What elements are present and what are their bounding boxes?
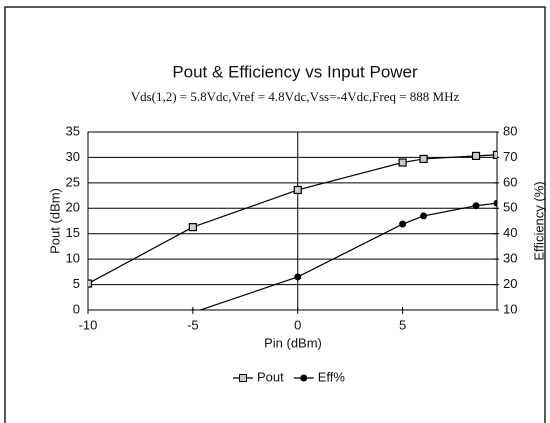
y-tick-label: 25 xyxy=(66,174,80,189)
x-tick-label: 0 xyxy=(294,317,301,332)
point xyxy=(88,279,93,288)
chart-title: Pout & Efficiency vs Input Power xyxy=(172,62,418,81)
legend-marker xyxy=(239,374,247,382)
y-tick-label: 30 xyxy=(66,149,80,164)
y2-tick-label: 40 xyxy=(503,225,517,240)
y2-axis-label: Efficiency (%) xyxy=(531,181,546,260)
point xyxy=(419,154,428,164)
y2-tick-label: 20 xyxy=(503,276,517,291)
point xyxy=(294,273,302,281)
y-tick-label: 10 xyxy=(66,251,80,266)
point xyxy=(471,151,481,161)
x-tick-label: -5 xyxy=(187,317,199,332)
plot-layer xyxy=(88,150,497,310)
x-tick-label: 5 xyxy=(399,317,406,332)
y2-tick-label: 60 xyxy=(503,174,517,189)
point xyxy=(190,309,196,310)
frame xyxy=(4,6,546,423)
series-line xyxy=(88,154,497,285)
point xyxy=(399,220,407,228)
legend-marker xyxy=(300,374,308,382)
series-line xyxy=(198,202,497,310)
x-tick-label: -10 xyxy=(79,317,98,332)
y2-tick-label: 50 xyxy=(503,200,517,215)
point xyxy=(420,212,428,220)
y2-tick-label: 30 xyxy=(503,251,517,266)
point xyxy=(493,199,497,207)
legend-label: Eff% xyxy=(318,369,346,384)
point xyxy=(492,150,497,159)
point xyxy=(293,185,302,195)
y-tick-label: 20 xyxy=(66,200,80,215)
point xyxy=(472,202,480,210)
y-axis-label: Pout (dBm) xyxy=(47,188,62,254)
y-tick-label: 0 xyxy=(73,301,80,316)
x-axis-label: Pin (dBm) xyxy=(264,335,322,350)
y2-tick-label: 10 xyxy=(503,301,517,316)
y2-tick-label: 80 xyxy=(503,123,517,138)
y2-tick-label: 70 xyxy=(503,149,517,164)
legend-label: Pout xyxy=(257,369,284,384)
y-tick-label: 15 xyxy=(66,225,80,240)
y-tick-label: 5 xyxy=(73,276,80,291)
chart-subtitle: Vds(1,2) = 5.8Vdc,Vref = 4.8Vdc,Vss=-4Vd… xyxy=(131,89,460,104)
y-tick-label: 35 xyxy=(66,123,80,138)
point xyxy=(398,158,407,167)
point xyxy=(188,223,197,232)
